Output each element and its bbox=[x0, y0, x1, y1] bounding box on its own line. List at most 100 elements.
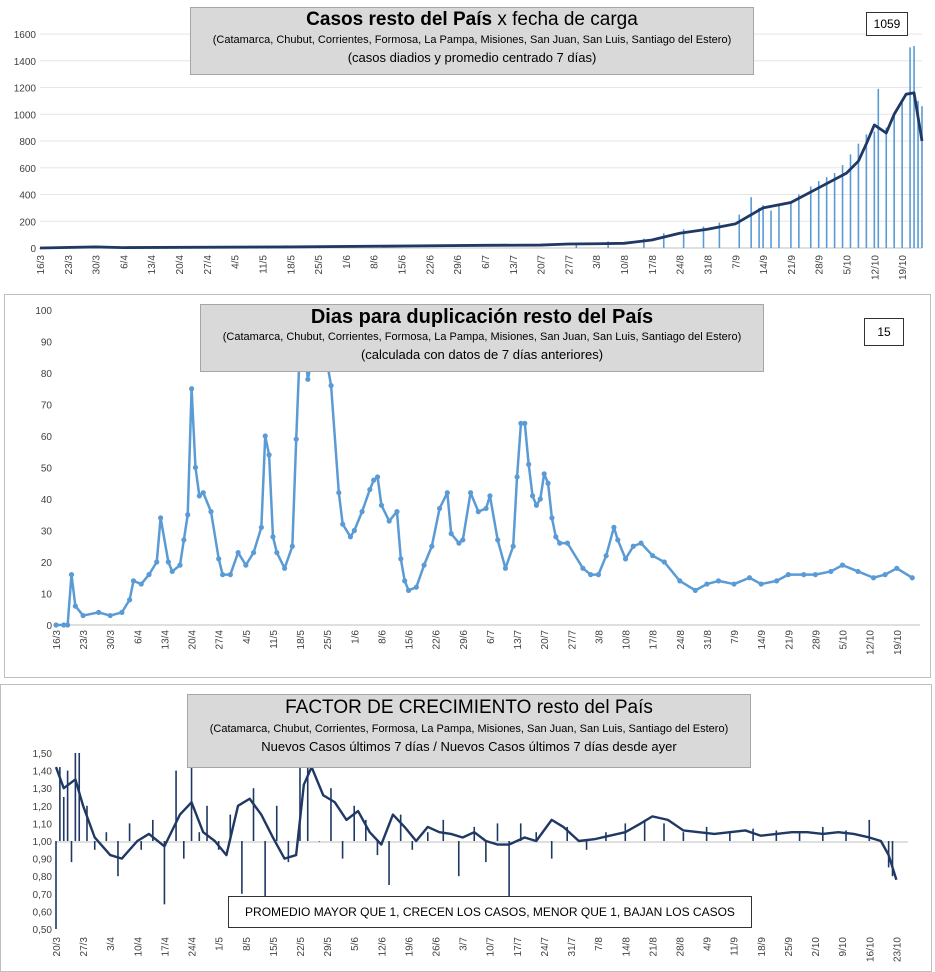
series-line bbox=[39, 91, 924, 250]
data-point bbox=[165, 559, 171, 565]
x-tick-label: 8/6 bbox=[377, 630, 388, 644]
x-tick-label: 14/9 bbox=[759, 255, 770, 275]
x-tick-label: 29/6 bbox=[453, 255, 464, 275]
data-point bbox=[378, 502, 385, 508]
y-tick-label: 60 bbox=[41, 432, 53, 443]
x-tick-label: 14/9 bbox=[757, 630, 768, 650]
x-tick-label: 8/6 bbox=[370, 255, 381, 269]
data-point bbox=[526, 461, 532, 467]
bar bbox=[901, 100, 903, 248]
x-tick-label: 27/3 bbox=[79, 937, 90, 957]
chart-title: Dias para duplicación resto del País bbox=[310, 306, 654, 328]
bar bbox=[365, 819, 367, 841]
data-point bbox=[475, 509, 481, 515]
data-point bbox=[127, 597, 133, 603]
x-tick-label: 13/4 bbox=[160, 630, 171, 650]
y-tick-label: 1,10 bbox=[33, 819, 53, 830]
bar bbox=[496, 823, 499, 841]
bar bbox=[74, 753, 77, 841]
chart-factor: 0,50 0,60 0,70 0,80 0,90 1,00 1,10 1,20 1,30 1,40… bbox=[33, 749, 908, 962]
bar bbox=[426, 832, 429, 841]
bar bbox=[833, 173, 836, 248]
data-point bbox=[196, 493, 202, 499]
y-tick-label: 800 bbox=[19, 137, 36, 148]
x-tick-label: 1/5 bbox=[215, 937, 226, 951]
x-tick-label: 9/10 bbox=[838, 937, 849, 957]
data-point bbox=[580, 565, 586, 571]
x-tick-label: 24/4 bbox=[188, 937, 199, 957]
data-point bbox=[274, 549, 280, 556]
bar bbox=[241, 841, 243, 894]
bar bbox=[59, 767, 61, 841]
data-point bbox=[386, 518, 392, 524]
bar bbox=[473, 826, 476, 841]
bar bbox=[287, 841, 290, 863]
data-point bbox=[262, 433, 268, 439]
data-point bbox=[305, 376, 311, 382]
bar bbox=[353, 805, 355, 841]
chart-subtitle: (Catamarca, Chubut, Corrientes, Formosa,… bbox=[222, 331, 742, 343]
data-point bbox=[65, 622, 71, 628]
x-tick-label: 20/7 bbox=[540, 630, 551, 650]
y-tick-label: 40 bbox=[41, 495, 53, 506]
bar bbox=[306, 753, 309, 841]
x-tick-label: 17/8 bbox=[649, 630, 660, 650]
bar bbox=[62, 797, 65, 841]
x-tick-label: 15/6 bbox=[398, 255, 409, 275]
data-point bbox=[169, 568, 175, 575]
series-line bbox=[56, 340, 913, 627]
chart-note: PROMEDIO MAYOR QUE 1, CRECEN LOS CASOS, … bbox=[228, 896, 752, 928]
data-point bbox=[72, 603, 78, 609]
y-tick-label: 1,30 bbox=[33, 784, 53, 795]
data-point bbox=[557, 540, 563, 546]
x-tick-label: 1/6 bbox=[350, 630, 361, 644]
data-point bbox=[677, 578, 683, 584]
bar bbox=[643, 238, 645, 248]
x-tick-label: 24/8 bbox=[676, 255, 687, 275]
data-point bbox=[421, 562, 427, 568]
chart-subtitle: (Catamarca, Chubut, Corrientes, Formosa,… bbox=[209, 723, 729, 735]
y-tick-label: 80 bbox=[41, 369, 53, 380]
data-point bbox=[177, 562, 183, 568]
bar bbox=[78, 753, 81, 841]
y-tick-label: 10 bbox=[41, 590, 53, 601]
data-point bbox=[661, 559, 667, 565]
y-tick-label: 400 bbox=[19, 191, 36, 202]
bar bbox=[885, 127, 888, 248]
bar bbox=[66, 770, 69, 841]
bar bbox=[663, 823, 665, 841]
chart-subtitle2: Nuevos Casos últimos 7 días / Nuevos Cas… bbox=[261, 739, 677, 754]
chart-title-rest: resto del País bbox=[531, 697, 653, 718]
bar bbox=[485, 841, 487, 863]
data-point bbox=[483, 505, 489, 512]
y-tick-label: 0 bbox=[30, 244, 36, 255]
bar bbox=[790, 201, 792, 248]
y-tick-label: 0,50 bbox=[33, 925, 53, 936]
data-point bbox=[622, 556, 629, 562]
bar bbox=[643, 819, 646, 841]
data-point bbox=[448, 531, 454, 537]
chart-subtitle: (Catamarca, Chubut, Corrientes, Formosa,… bbox=[212, 34, 732, 46]
y-tick-label: 0,70 bbox=[33, 890, 53, 901]
x-tick-label: 7/8 bbox=[594, 937, 605, 951]
x-tick-label: 21/8 bbox=[648, 937, 659, 957]
x-tick-label: 17/7 bbox=[513, 937, 524, 957]
data-point bbox=[130, 578, 137, 584]
x-tick-label: 6/7 bbox=[481, 255, 492, 269]
x-tick-label: 21/9 bbox=[787, 255, 798, 275]
data-point bbox=[828, 568, 834, 575]
data-point bbox=[495, 537, 501, 543]
data-point bbox=[227, 572, 233, 578]
bar bbox=[873, 131, 876, 248]
bar bbox=[105, 832, 108, 841]
bar bbox=[411, 841, 414, 850]
bar bbox=[183, 841, 185, 859]
data-point bbox=[487, 493, 493, 499]
bar bbox=[535, 832, 538, 841]
y-tick-label: 200 bbox=[19, 217, 36, 228]
bar bbox=[229, 814, 232, 841]
data-point bbox=[502, 565, 509, 571]
data-point bbox=[436, 505, 443, 512]
bar bbox=[190, 753, 193, 841]
data-point bbox=[192, 464, 199, 471]
